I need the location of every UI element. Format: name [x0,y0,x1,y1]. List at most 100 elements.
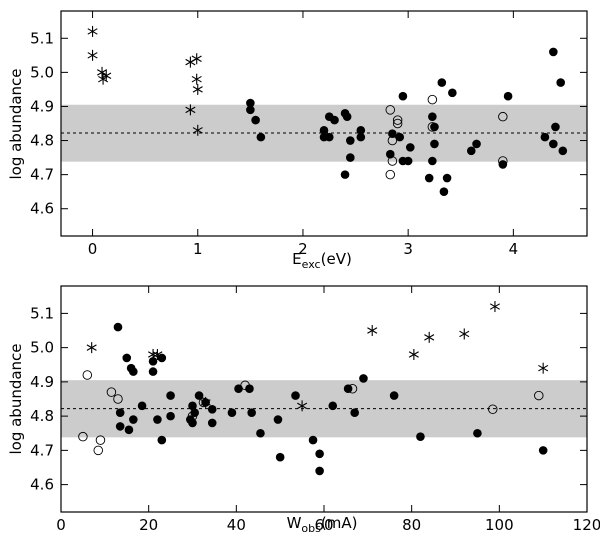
open-circle-point [387,156,398,166]
open-circle-point [95,435,106,445]
open-circle-point [392,115,403,125]
filled-circle-point [346,153,355,162]
filled-circle-point [388,129,397,139]
filled-circle-point [148,357,158,366]
filled-circle-point [315,449,324,459]
filled-circle-point [324,132,334,142]
open-circle-point [187,411,198,421]
filled-circle-point [389,391,399,400]
asterisk-point [86,342,97,354]
y-tick-label: 4.7 [30,441,54,459]
asterisk-point [191,73,202,85]
filled-circle-point [148,367,158,376]
asterisk-point [191,53,202,65]
filled-circle-point [403,156,413,166]
filled-circle-point [503,91,513,101]
asterisk-point [367,325,378,337]
filled-circle-point [346,136,355,145]
filled-circle-point [275,452,285,462]
open-circle-point [427,94,438,105]
filled-circle-point [246,105,255,115]
filled-circle-point [540,132,550,142]
filled-circle-point [291,391,300,400]
filled-circle-point [356,126,366,135]
open-circle-point [427,122,438,132]
x-tick-label: 4 [509,240,519,258]
y-tick-label: 4.9 [30,373,54,391]
open-circle-point [240,380,250,391]
open-circle-point [392,118,403,129]
filled-circle-point [430,139,439,149]
y-tick-label: 4.6 [30,200,54,218]
filled-circle-point [538,446,548,455]
filled-circle-point [137,401,147,411]
filled-circle-point [558,146,568,156]
filled-circle-point [246,98,255,108]
open-circle-point [498,111,508,122]
asterisk-point [87,49,98,61]
filled-circle-point [330,115,339,125]
asterisk-point [297,400,308,412]
filled-circle-point [166,411,175,421]
filled-circle-point [498,160,508,169]
asterisk-point [185,56,196,68]
filled-circle-point [207,418,217,428]
y-tick-label: 5.0 [30,63,54,81]
open-circle-point [534,390,544,401]
filled-circle-point [549,139,558,149]
filled-circle-point [157,353,167,363]
open-circle-point [387,135,398,146]
y-tick-label: 5.1 [30,29,54,47]
filled-circle-point [466,146,476,156]
asterisk-point [459,328,470,340]
filled-circle-point [129,367,138,376]
x-axis-label: Eexc(eV) [292,250,352,271]
filled-circle-point [342,112,352,121]
open-circle-point [498,156,508,166]
panel-bottom-width: 0 20 40 60 80 100 120 4.6 4.7 4.8 4.9 5.0 5.1 log ab… [7,285,600,535]
filled-circle-point [340,170,350,179]
asterisk-point [192,83,203,95]
filled-circle-point [473,428,482,438]
x-tick-label: 60 [314,516,333,534]
panel-top-energy: 0 1 2 3 4 4.6 4.7 4.8 4.9 5.0 5.1 log abundance Ee… [7,10,588,271]
filled-circle-point [398,91,408,101]
plot-frame [60,10,588,237]
asterisk-point [408,348,419,360]
x-tick-label: 20 [139,516,158,534]
filled-circle-point [245,384,254,394]
data-points [87,25,568,196]
filled-circle-point [122,353,132,363]
filled-circle-point [315,466,324,476]
y-tick-label: 5.1 [30,304,54,322]
filled-circle-point [188,418,197,428]
y-axis-label: log abundance [7,68,25,179]
axis-ticks: 0 1 2 3 4 4.6 4.7 4.8 4.9 5.0 5.1 [30,11,587,258]
asterisk-point [489,301,500,313]
open-circle-point [347,383,358,394]
filled-circle-point [201,398,210,407]
filled-circle-point [350,408,359,417]
filled-circle-point [395,132,405,142]
y-tick-label: 4.8 [30,132,54,150]
filled-circle-point [124,425,134,435]
filled-circle-point [308,435,318,445]
filled-circle-point [251,115,260,125]
filled-circle-point [129,415,138,424]
filled-circle-point [448,88,457,98]
filled-circle-point [437,78,447,87]
y-tick-label: 5.0 [30,339,54,357]
filled-circle-point [157,435,167,445]
asterisk-point [185,104,196,116]
filled-circle-point [405,143,415,152]
filled-circle-point [166,391,175,400]
open-circle-point [113,394,123,404]
x-tick-label: 100 [485,516,514,534]
x-tick-label: 1 [193,240,203,258]
open-circle-point [198,397,209,408]
filled-circle-point [551,122,560,132]
filled-circle-point [115,408,125,417]
open-circle-point [93,445,104,456]
x-tick-label: 2 [298,240,308,258]
